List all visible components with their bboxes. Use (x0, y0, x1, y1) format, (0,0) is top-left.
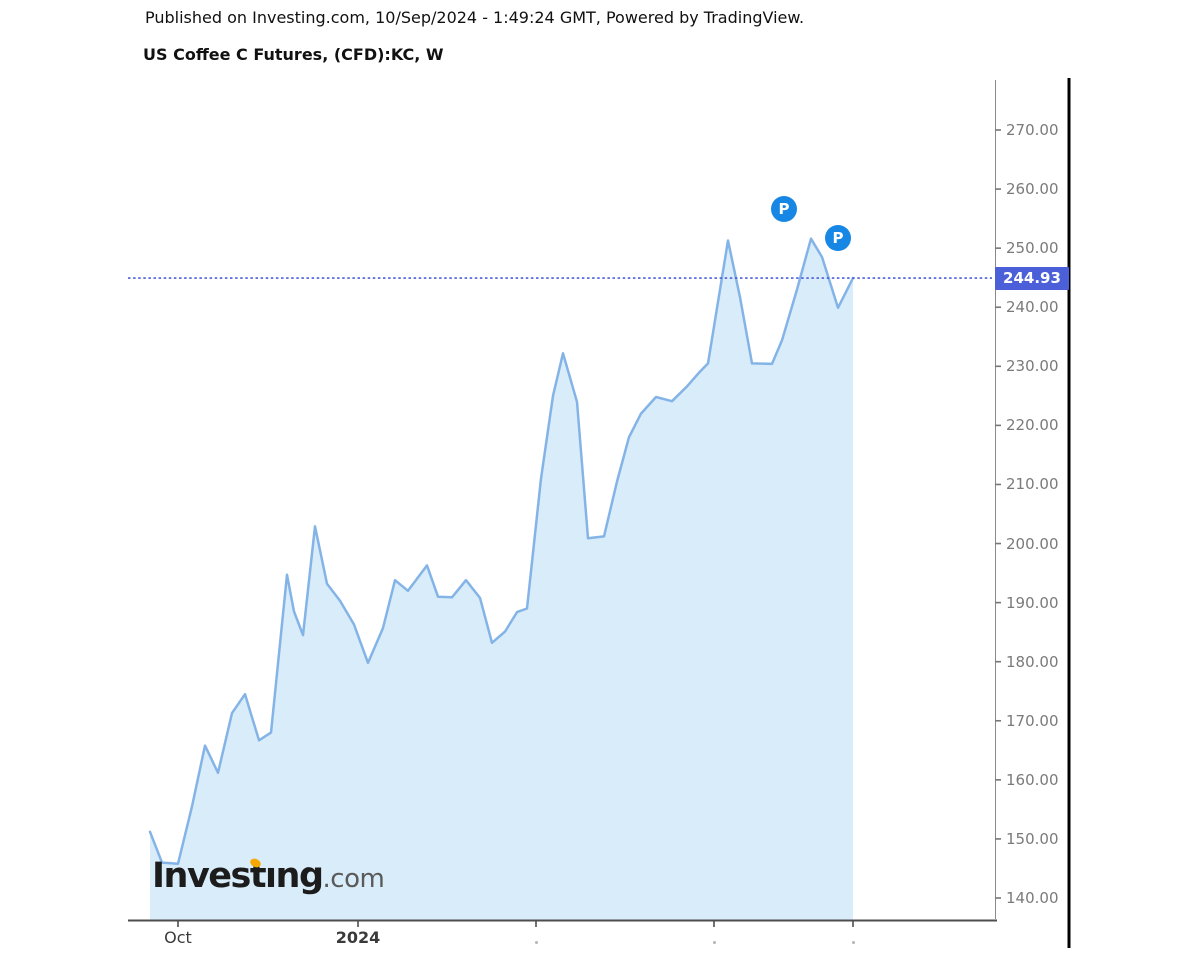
price-scale-label: 240.00 (1006, 298, 1059, 317)
investing-logo-brand: Investıng (152, 856, 324, 896)
price-scale-label: 220.00 (1006, 416, 1059, 435)
investing-logo: Investıng.com (152, 856, 385, 896)
price-scale-label: 260.00 (1006, 180, 1059, 199)
time-scale-minor-dot (535, 941, 538, 944)
chart-title: US Coffee C Futures, (CFD):KC, W (143, 45, 444, 64)
dividend-event-marker[interactable]: P (771, 196, 797, 222)
dividend-event-marker[interactable]: P (825, 225, 851, 251)
price-scale-label: 230.00 (1006, 357, 1059, 376)
series-area-fill (150, 238, 853, 920)
time-scale-label: Oct (164, 928, 192, 947)
last-price-label: 244.93 (995, 266, 1069, 290)
time-scale-minor-dot (713, 941, 716, 944)
time-scale-label: 2024 (335, 928, 381, 947)
price-scale-label: 200.00 (1006, 534, 1059, 553)
price-scale-label: 250.00 (1006, 239, 1059, 258)
series-line (148, 237, 855, 865)
time-scale-minor-dot (852, 941, 855, 944)
price-scale-label: 270.00 (1006, 121, 1059, 139)
price-scale-label: 140.00 (1006, 889, 1059, 907)
price-scale-label: 180.00 (1006, 652, 1059, 671)
price-scale-label: 210.00 (1006, 475, 1059, 494)
published-line: Published on Investing.com, 10/Sep/2024 … (145, 8, 805, 27)
investing-logo-suffix: .com (322, 864, 385, 894)
price-scale-label: 160.00 (1006, 770, 1059, 789)
price-scale-label: 170.00 (1006, 711, 1059, 730)
price-scale-label: 190.00 (1006, 593, 1059, 612)
price-scale-label: 150.00 (1006, 829, 1059, 848)
